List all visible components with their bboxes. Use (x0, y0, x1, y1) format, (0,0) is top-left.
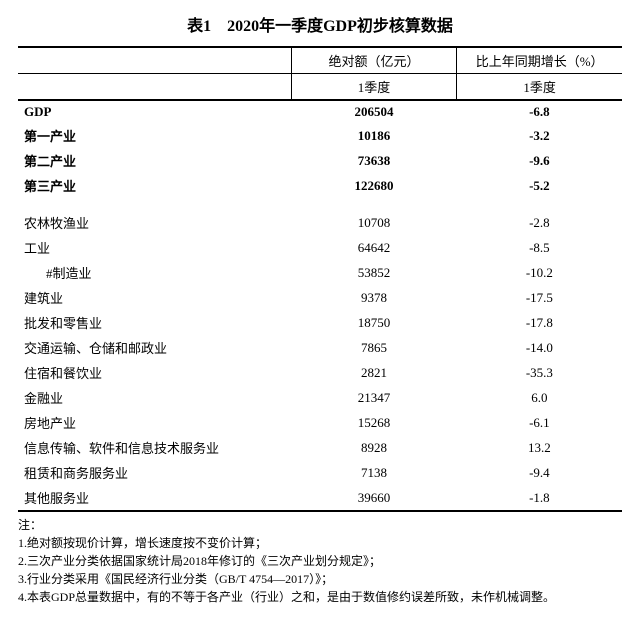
row-label: 第三产业 (18, 173, 291, 198)
table-row: 第一产业10186-3.2 (18, 123, 622, 148)
row-pct: -8.5 (457, 235, 622, 260)
row-pct: -14.0 (457, 335, 622, 360)
row-pct: -1.8 (457, 485, 622, 511)
notes-item: 4.本表GDP总量数据中，有的不等于各产业（行业）之和，是由于数值修约误差所致，… (18, 588, 622, 606)
row-label: 金融业 (18, 385, 291, 410)
row-pct: -6.1 (457, 410, 622, 435)
header-blank (18, 47, 291, 74)
row-pct: 13.2 (457, 435, 622, 460)
row-value: 7138 (291, 460, 457, 485)
table-row: 交通运输、仓储和邮政业7865-14.0 (18, 335, 622, 360)
row-label: 租赁和商务服务业 (18, 460, 291, 485)
table-row: 租赁和商务服务业7138-9.4 (18, 460, 622, 485)
row-label: 批发和零售业 (18, 310, 291, 335)
table-row: 第三产业122680-5.2 (18, 173, 622, 198)
row-label: 建筑业 (18, 285, 291, 310)
row-pct: -5.2 (457, 173, 622, 198)
row-label: 房地产业 (18, 410, 291, 435)
row-pct: -35.3 (457, 360, 622, 385)
notes-item: 3.行业分类采用《国民经济行业分类（GB/T 4754—2017）》； (18, 570, 622, 588)
row-label: 住宿和餐饮业 (18, 360, 291, 385)
notes-item: 2.三次产业分类依据国家统计局2018年修订的《三次产业划分规定》； (18, 552, 622, 570)
row-value: 18750 (291, 310, 457, 335)
notes-item: 1.绝对额按现价计算，增长速度按不变价计算； (18, 534, 622, 552)
row-label: 交通运输、仓储和邮政业 (18, 335, 291, 360)
row-label: 工业 (18, 235, 291, 260)
row-value: 73638 (291, 148, 457, 173)
row-pct: -10.2 (457, 260, 622, 285)
header-blank2 (18, 74, 291, 101)
spacer-row (18, 198, 622, 210)
row-value: 10186 (291, 123, 457, 148)
row-pct: -3.2 (457, 123, 622, 148)
table-row: 农林牧渔业10708-2.8 (18, 210, 622, 235)
row-value: 2821 (291, 360, 457, 385)
table-row: 第二产业73638-9.6 (18, 148, 622, 173)
gdp-table: 绝对额（亿元） 比上年同期增长（%） 1季度 1季度 GDP206504-6.8… (18, 46, 622, 512)
table-row: 批发和零售业18750-17.8 (18, 310, 622, 335)
row-pct: -9.4 (457, 460, 622, 485)
row-pct: 6.0 (457, 385, 622, 410)
row-value: 7865 (291, 335, 457, 360)
header-period-abs: 1季度 (291, 74, 457, 101)
table-row: 工业64642-8.5 (18, 235, 622, 260)
table-row: #制造业53852-10.2 (18, 260, 622, 285)
header-period-pct: 1季度 (457, 74, 622, 101)
row-value: 64642 (291, 235, 457, 260)
row-value: 206504 (291, 100, 457, 123)
row-label: 农林牧渔业 (18, 210, 291, 235)
row-label: GDP (18, 100, 291, 123)
row-label: 第二产业 (18, 148, 291, 173)
table-row: 住宿和餐饮业2821-35.3 (18, 360, 622, 385)
row-value: 15268 (291, 410, 457, 435)
row-pct: -9.6 (457, 148, 622, 173)
row-pct: -6.8 (457, 100, 622, 123)
header-pct: 比上年同期增长（%） (457, 47, 622, 74)
row-label: 其他服务业 (18, 485, 291, 511)
row-pct: -17.5 (457, 285, 622, 310)
row-pct: -17.8 (457, 310, 622, 335)
table-row: 金融业213476.0 (18, 385, 622, 410)
table-row: 建筑业9378-17.5 (18, 285, 622, 310)
row-value: 39660 (291, 485, 457, 511)
row-value: 122680 (291, 173, 457, 198)
row-value: 53852 (291, 260, 457, 285)
table-notes: 注： 1.绝对额按现价计算，增长速度按不变价计算； 2.三次产业分类依据国家统计… (18, 516, 622, 606)
table-row: 房地产业15268-6.1 (18, 410, 622, 435)
row-pct: -2.8 (457, 210, 622, 235)
table-row: GDP206504-6.8 (18, 100, 622, 123)
row-value: 10708 (291, 210, 457, 235)
table-row: 其他服务业39660-1.8 (18, 485, 622, 511)
row-value: 8928 (291, 435, 457, 460)
table-row: 信息传输、软件和信息技术服务业892813.2 (18, 435, 622, 460)
notes-title: 注： (18, 516, 622, 534)
row-label: 第一产业 (18, 123, 291, 148)
table-title: 表1 2020年一季度GDP初步核算数据 (18, 12, 622, 36)
row-label: #制造业 (18, 260, 291, 285)
row-label: 信息传输、软件和信息技术服务业 (18, 435, 291, 460)
header-abs: 绝对额（亿元） (291, 47, 457, 74)
row-value: 9378 (291, 285, 457, 310)
table-body: GDP206504-6.8第一产业10186-3.2第二产业73638-9.6第… (18, 100, 622, 511)
row-value: 21347 (291, 385, 457, 410)
